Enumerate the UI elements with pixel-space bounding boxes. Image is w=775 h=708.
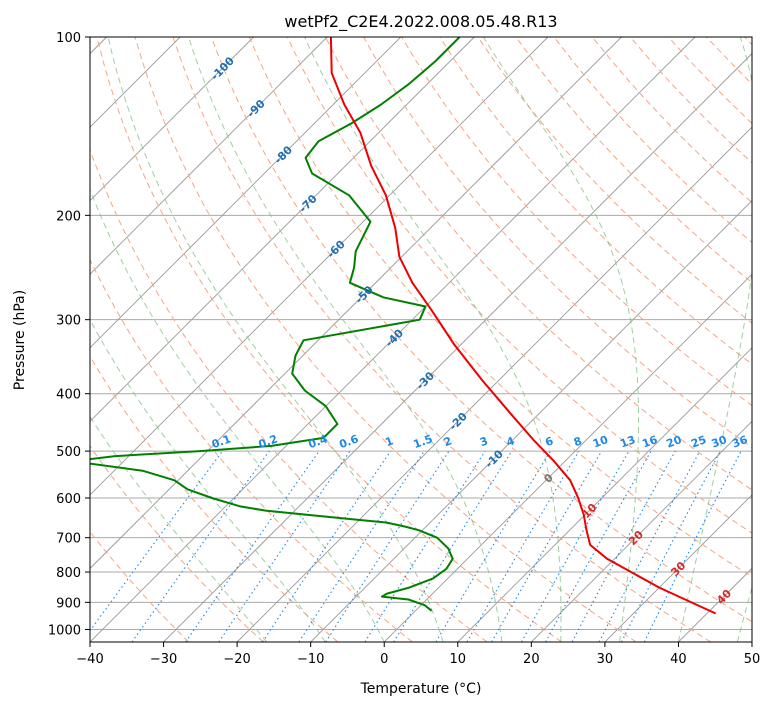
dry-adiabat (286, 37, 752, 534)
y-tick-label: 200 (56, 209, 81, 224)
y-tick-label: 400 (56, 388, 81, 403)
x-tick-label: 40 (670, 652, 687, 667)
moist-adiabat (188, 37, 503, 642)
y-tick-label: 700 (56, 532, 81, 547)
mixing-ratio-line (325, 450, 450, 642)
x-tick-label: −10 (297, 652, 324, 667)
dry-adiabat (90, 445, 264, 642)
mixing-ratio-line (598, 450, 701, 642)
moist-adiabat (90, 415, 267, 642)
y-tick-label: 900 (56, 596, 81, 611)
isotherm--30 (163, 52, 752, 642)
mixing-ratio-label: 10 (591, 433, 610, 451)
dry-adiabat (96, 37, 562, 642)
chart-title: wetPf2_C2E4.2022.008.05.48.R13 (284, 12, 557, 32)
mixing-ratio-label: 1 (384, 434, 396, 449)
mixing-ratio-label: 3 (478, 434, 490, 449)
mixing-ratio-label: 13 (618, 433, 637, 450)
x-tick-label: −20 (223, 652, 250, 667)
temperature-line (329, 37, 717, 615)
isotherm--90 (90, 37, 328, 275)
axis-ticks: −40 −30 −20 −10 0 10 20 30 40 5010020030040050060… (48, 31, 760, 667)
mixing-ratio-label: 0.2 (257, 432, 280, 451)
x-tick-label: 50 (744, 652, 761, 667)
y-tick-label: 1000 (48, 623, 81, 638)
mixing-ratio-label: 20 (665, 433, 684, 451)
plot-frame (89, 36, 753, 643)
x-tick-label: 0 (380, 652, 388, 667)
isotherm-30 (604, 494, 752, 642)
moist-adiabat (736, 585, 752, 642)
mixing-ratio-label: 0.4 (307, 432, 330, 451)
mixing-ratio-line (298, 450, 425, 642)
x-tick-label: −30 (150, 652, 177, 667)
mixing-ratio-label: 8 (572, 434, 584, 449)
mixing-ratio-line (185, 450, 320, 642)
mixing-ratio-label: 1.5 (412, 432, 435, 451)
y-tick-label: 600 (56, 492, 81, 507)
y-tick-label: 800 (56, 566, 81, 581)
moist-adiabat (90, 188, 385, 642)
x-tick-label: 10 (450, 652, 467, 667)
x-tick-label: −40 (76, 652, 103, 667)
y-tick-label: 100 (56, 31, 81, 46)
x-tick-label: 30 (597, 652, 614, 667)
mixing-ratio-label: 25 (689, 433, 708, 450)
isotherm--70 (90, 37, 475, 422)
mixing-ratio-line (571, 450, 676, 642)
isotherm--50 (90, 37, 622, 570)
mixing-ratio-label: 36 (730, 433, 749, 451)
y-tick-label: 500 (56, 445, 81, 460)
dry-adiabat (210, 37, 752, 623)
mixing-ratio-line (262, 450, 391, 642)
mixing-ratio-label: 0.1 (210, 432, 233, 451)
mixing-ratio-label: 0.6 (337, 432, 360, 451)
isotherm--80 (90, 37, 402, 349)
mixing-ratio-label: 16 (640, 433, 659, 451)
y-axis-label: Pressure (hPa) (12, 290, 28, 390)
moist-adiabat (482, 37, 639, 642)
isotherm--40 (90, 37, 696, 642)
mixing-ratio-label: 6 (543, 434, 555, 449)
mixing-ratio-label: 30 (710, 433, 729, 451)
isotherm-10 (457, 347, 752, 642)
mixing-ratio-line (364, 450, 486, 642)
dry-adiabat (325, 37, 752, 491)
isotherm--20 (236, 126, 752, 642)
mixing-ratio-line (218, 450, 351, 642)
mixing-ratio-label: 4 (505, 434, 517, 449)
dry-adiabat (90, 258, 413, 642)
isotherm-20 (531, 420, 752, 642)
y-tick-label: 300 (56, 314, 81, 329)
x-axis-label: Temperature (°C) (360, 681, 482, 697)
mixing-ratio-line (435, 450, 551, 642)
mixing-ratio-line (466, 450, 580, 642)
isotherm--100 (90, 37, 254, 202)
mixing-ratio-line (393, 450, 513, 642)
sounding-lines (90, 37, 717, 615)
dry-adiabat (248, 37, 752, 578)
dry-adiabat (172, 37, 712, 642)
mixing-ratio-line (131, 450, 270, 642)
isotherm--60 (90, 37, 549, 496)
moist-adiabat (90, 318, 326, 642)
x-tick-label: 20 (523, 652, 540, 667)
moist-adiabat (107, 37, 444, 642)
mixing-ratio-label: 2 (442, 434, 454, 449)
dry-adiabat (134, 37, 637, 642)
isotherm-0 (383, 273, 752, 642)
dewpoint-line (90, 37, 461, 612)
moist-adiabat (304, 37, 562, 642)
